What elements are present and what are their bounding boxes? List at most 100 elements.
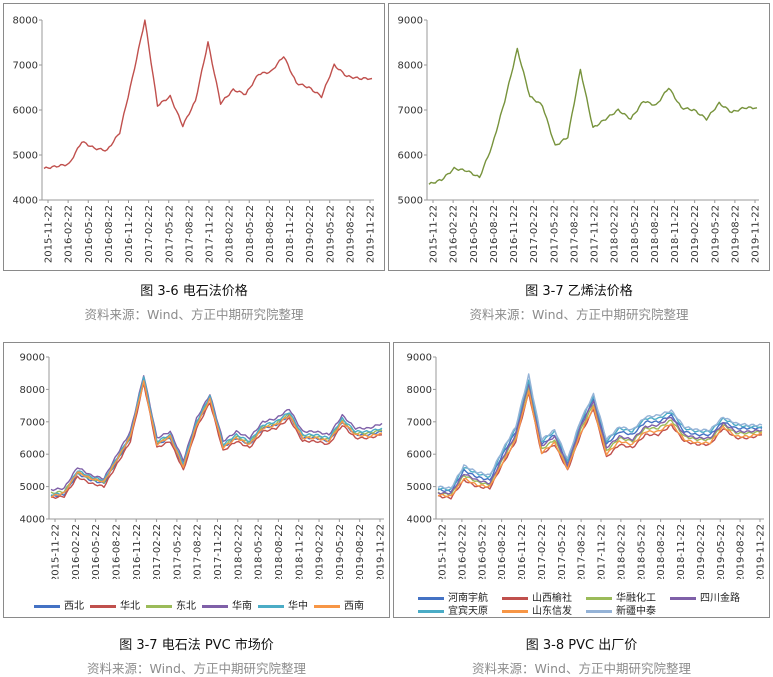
chart-4-svg: 4000 5000 6000 7000 8000 9000 2015-11-22 2016-0… [407,353,767,580]
x-tick-label: 2019-08-22 [345,205,356,263]
x-tick-label: 2016-08-22 [104,205,115,263]
x-tick-label: 2017-05-22 [164,205,175,263]
x-tick-label: 2019-05-22 [325,205,336,263]
chart-3-source: 资料来源：Wind、方正中期研究院整理 [87,661,306,676]
legend-item: 新疆中泰 [586,602,656,617]
y-tick-label: 5000 [13,151,38,162]
legend-item: 山西榆社 [502,589,572,604]
legend-item: 华北 [90,597,140,612]
chart-1-caption: 图 3-6 电石法价格 [140,284,248,299]
x-tick-label: 2016-08-22 [497,524,508,579]
y-tick-label: 5000 [407,482,432,493]
x-tick-label: 2018-05-22 [254,524,265,579]
x-tick-label: 2018-05-22 [630,205,641,263]
y-tick-label: 4000 [20,515,45,526]
x-tick-label: 2017-08-22 [184,205,195,263]
x-tick-label: 2016-11-22 [509,205,520,263]
x-tick-label: 2019-02-22 [315,524,326,579]
x-tick-label: 2016-02-22 [449,205,460,263]
legend-swatch [586,596,612,600]
chart-panel-1: 4000 5000 6000 7000 8000 2015-11-22 2016-02-22… [3,3,385,271]
x-tick-label: 2018-08-22 [274,524,285,579]
legend-swatch [202,604,228,608]
legend-swatch [418,609,444,613]
x-tick-label: 2019-02-22 [305,205,316,263]
x-tick-label: 2019-08-22 [355,524,366,579]
legend-item: 四川金路 [670,589,740,604]
legend-label: 西北 [64,601,84,612]
y-tick-label: 7000 [13,61,38,72]
legend-label: 宜宾天原 [448,606,488,617]
chart-panel-3: 4000 5000 6000 7000 8000 9000 2015-11-22 2016-0… [3,342,390,618]
x-tick-label: 2017-05-22 [549,205,560,263]
x-tick-label: 2018-05-22 [636,524,647,579]
x-tick-label: 2016-05-22 [91,524,102,579]
x-tick-label: 2018-11-22 [670,205,681,263]
x-tick-label: 2015-11-22 [429,205,440,263]
chart-4-caption: 图 3-8 PVC 出厂价 [525,638,638,653]
x-tick-label: 2018-08-22 [265,205,276,263]
x-tick-label: 2017-11-22 [213,524,224,579]
x-tick-label: 2017-02-22 [144,205,155,263]
legend-swatch [670,596,696,600]
legend-item: 华南 [202,597,252,612]
chart-3-legend: 西北 华北 东北 华南 华中 西南 [4,593,391,617]
series-line-5 [50,376,383,496]
x-tick-label: 2017-02-22 [529,205,540,263]
x-tick-label: 2015-11-22 [44,205,55,263]
legend-swatch [586,609,612,613]
x-tick-label: 2019-11-22 [376,524,387,579]
x-tick-label: 2018-05-22 [245,205,256,263]
y-tick-label: 8000 [407,385,432,396]
x-tick-label: 2019-05-22 [716,524,727,579]
y-tick-label: 6000 [20,450,45,461]
x-tick-label: 2017-08-22 [569,205,580,263]
chart-2-caption: 图 3-7 乙烯法价格 [525,284,633,299]
x-tick-label: 2016-05-22 [477,524,488,579]
y-tick-label: 8000 [20,385,45,396]
legend-swatch [418,596,444,600]
x-tick-label: 2016-02-22 [64,205,75,263]
chart-4-legend: 河南宇航 山西榆社 华融化工 四川金路 宜宾天原 山东信发 新疆中泰 [394,589,771,619]
x-tick-label: 2019-08-22 [730,205,741,263]
chart-2-source: 资料来源：Wind、方正中期研究院整理 [469,307,689,322]
y-tick-label: 6000 [398,151,423,162]
x-tick-label: 2018-02-22 [225,205,236,263]
x-tick-label: 2019-02-22 [690,205,701,263]
x-tick-label: 2019-11-22 [366,205,377,263]
legend-swatch [502,596,528,600]
legend-label: 华中 [288,601,308,612]
x-tick-label: 2017-11-22 [597,524,608,579]
series-line-4 [437,383,763,495]
legend-item: 西北 [34,597,84,612]
x-tick-label: 2019-05-22 [710,205,721,263]
x-tick-label: 2018-11-22 [294,524,305,579]
legend-swatch [258,604,284,608]
x-tick-label: 2018-11-22 [285,205,296,263]
y-tick-label: 4000 [407,515,432,526]
x-tick-label: 2018-02-22 [610,205,621,263]
x-tick-label: 2017-08-22 [577,524,588,579]
legend-label: 河南宇航 [448,593,488,604]
chart-1-svg: 4000 5000 6000 7000 8000 2015-11-22 2016-02-22… [13,16,377,264]
legend-item: 西南 [314,597,364,612]
legend-swatch [146,604,172,608]
chart-2-svg: 5000 6000 7000 8000 9000 2015-11-22 2016-02-22… [398,16,762,264]
x-tick-label: 2016-05-22 [469,205,480,263]
y-tick-label: 8000 [13,16,38,27]
x-tick-label: 2017-11-22 [205,205,216,263]
x-tick-label: 2019-05-22 [335,524,346,579]
y-tick-label: 5000 [398,196,423,207]
y-tick-label: 9000 [398,16,423,27]
x-tick-label: 2016-08-22 [489,205,500,263]
series-line-3 [437,386,763,496]
y-tick-label: 6000 [13,106,38,117]
x-tick-label: 2019-11-22 [756,524,767,579]
legend-item: 华中 [258,597,308,612]
x-tick-label: 2019-08-22 [736,524,747,579]
series-line-1 [43,19,373,170]
chart-1-source: 资料来源：Wind、方正中期研究院整理 [84,307,304,322]
legend-label: 山东信发 [532,606,572,617]
series-line-6 [50,380,383,498]
y-tick-label: 7000 [407,417,432,428]
